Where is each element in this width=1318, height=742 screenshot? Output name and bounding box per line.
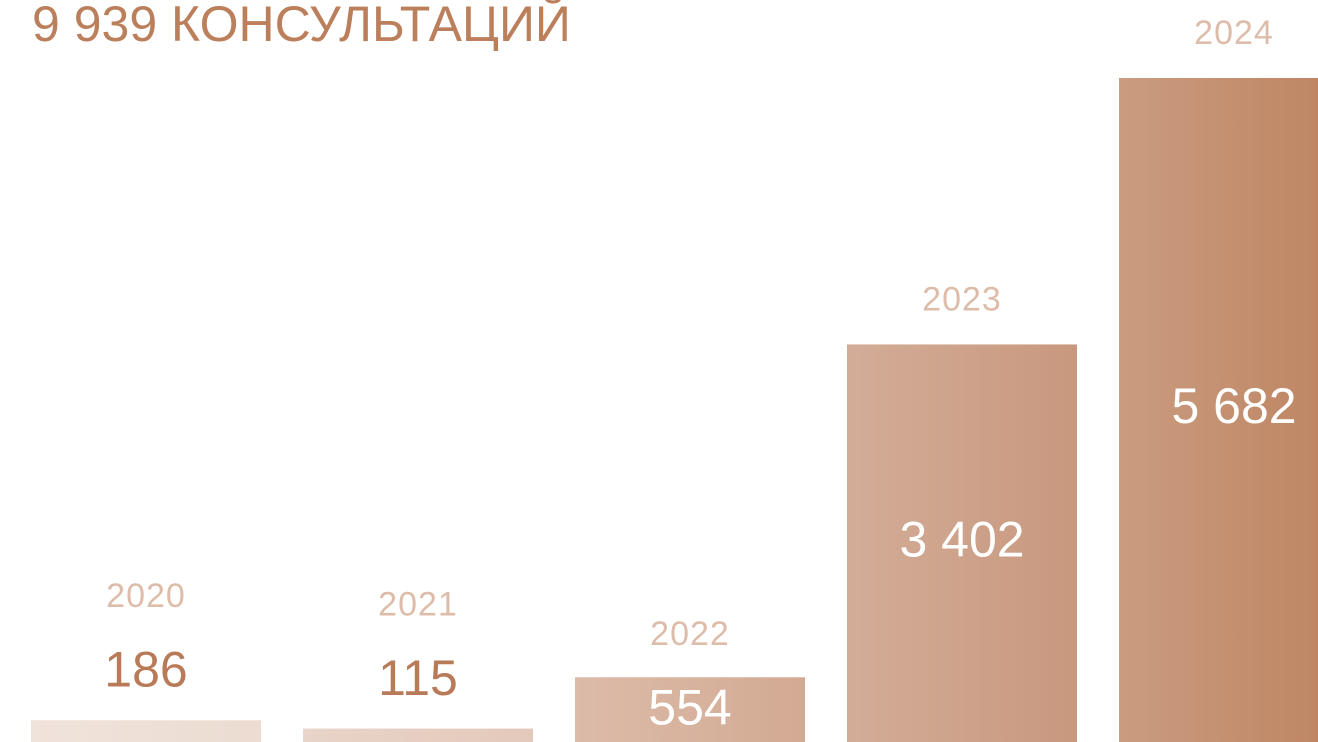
- year-label: 2024: [1194, 14, 1274, 52]
- value-label: 115: [378, 650, 458, 706]
- year-label: 2023: [922, 280, 1002, 318]
- bar: [847, 344, 1077, 742]
- bar: [1119, 78, 1318, 742]
- year-label: 2020: [106, 577, 186, 615]
- value-label: 3 402: [899, 511, 1024, 567]
- year-label: 2022: [650, 615, 730, 653]
- value-label: 186: [104, 641, 187, 697]
- value-label: 554: [648, 679, 731, 735]
- bar: [575, 677, 805, 742]
- value-label: 5 682: [1171, 378, 1296, 434]
- chart-title: 9 939 КОНСУЛЬТАЦИЙ: [32, 0, 571, 52]
- bar: [31, 720, 261, 742]
- bar: [303, 728, 533, 742]
- year-label: 2021: [378, 586, 458, 624]
